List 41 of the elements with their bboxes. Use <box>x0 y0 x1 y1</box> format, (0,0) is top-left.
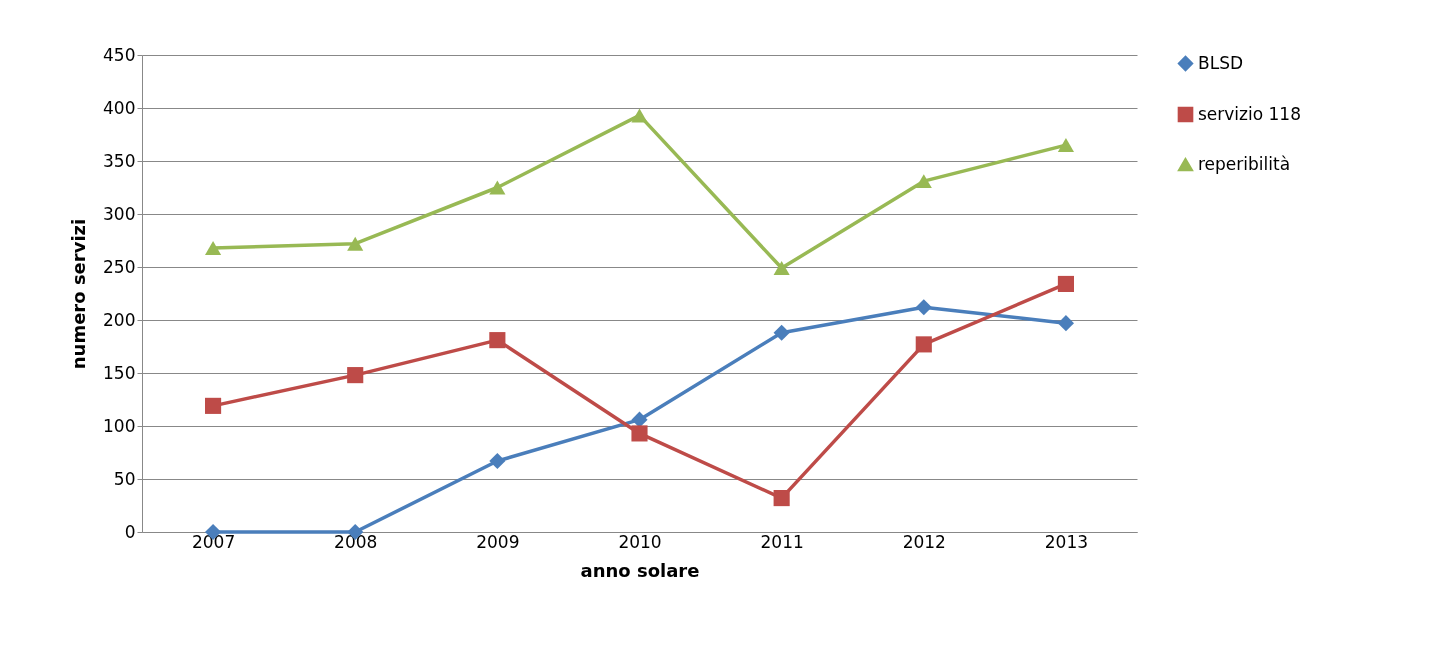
x-tick-label: 2011 <box>760 531 804 552</box>
y-tick-label: 200 <box>103 309 136 330</box>
point <box>1057 315 1074 332</box>
y-tick-label: 450 <box>103 44 136 65</box>
point <box>631 425 648 442</box>
y-tick-label: 100 <box>103 415 136 436</box>
y-tick-label: 0 <box>124 521 136 542</box>
y-tick-label: 300 <box>103 203 136 224</box>
x-tick-label: 2010 <box>618 531 662 552</box>
y-tick-label: 150 <box>103 362 136 383</box>
legend-label: servizio 118 <box>1198 103 1301 124</box>
point <box>489 332 506 349</box>
point <box>915 174 932 189</box>
point <box>773 324 790 341</box>
point <box>347 367 364 384</box>
point <box>631 108 648 123</box>
y-tick-label: 350 <box>103 150 136 171</box>
point <box>205 240 222 255</box>
point <box>915 299 932 316</box>
point <box>1057 275 1074 293</box>
point <box>915 336 932 353</box>
x-tick-label: 2009 <box>476 531 520 552</box>
x-tick-label: 2012 <box>902 531 946 552</box>
point <box>347 236 364 251</box>
legend-label: BLSD <box>1198 52 1244 73</box>
y-axis-title: numero servizi <box>68 218 90 370</box>
point <box>205 397 222 414</box>
x-tick-label: 2013 <box>1044 531 1089 552</box>
point <box>489 452 506 470</box>
point <box>1057 138 1074 153</box>
point <box>489 180 506 195</box>
x-tick-label: 2008 <box>334 531 378 552</box>
point <box>773 490 790 507</box>
x-tick-label: 2007 <box>191 531 236 552</box>
x-axis-title: anno solare <box>580 559 700 581</box>
y-tick-label: 250 <box>103 256 136 277</box>
point <box>773 261 790 276</box>
legend-label: reperibilità <box>1198 153 1291 174</box>
y-tick-label: 400 <box>103 97 136 118</box>
y-tick-label: 50 <box>113 468 136 489</box>
point <box>631 411 648 428</box>
